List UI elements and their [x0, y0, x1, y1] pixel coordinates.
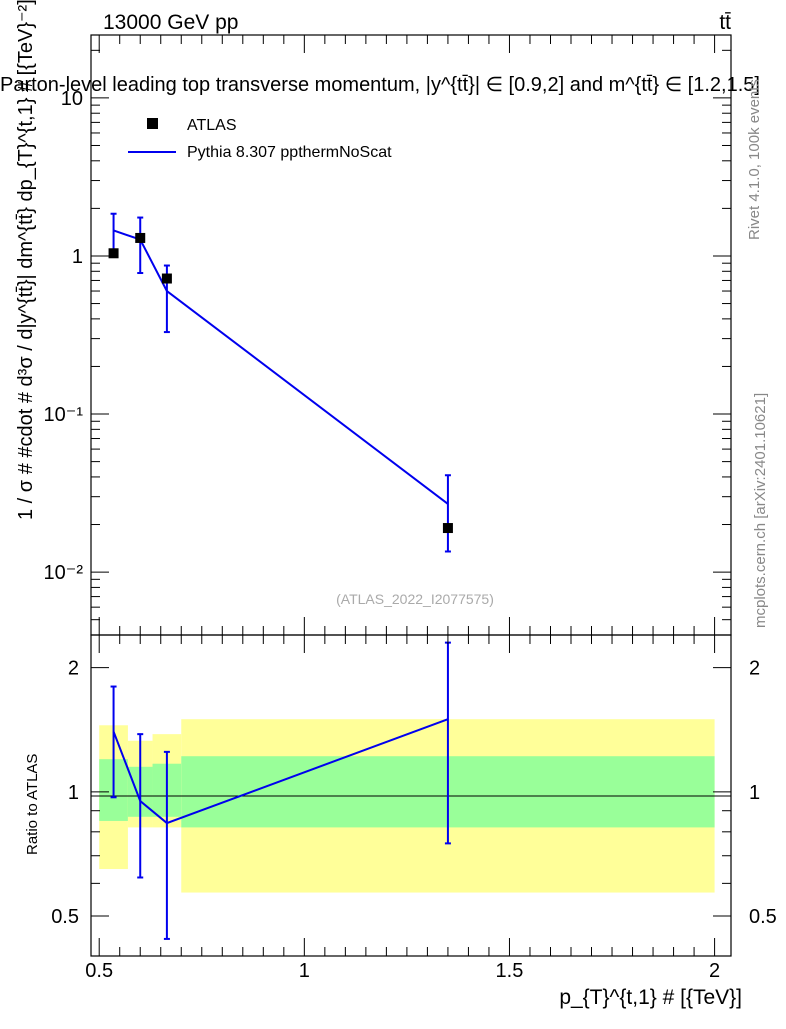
- energy-label: 13000 GeV pp: [103, 11, 238, 34]
- analysis-id: (ATLAS_2022_I2077575): [336, 591, 494, 607]
- ratio-y-tick-label-left: 2: [68, 658, 79, 680]
- legend-mc-label: Pythia 8.307 ppthermNoScat: [187, 144, 392, 161]
- rivet-label: Rivet 4.1.0, 100k events: [746, 79, 763, 240]
- x-tick-label: 2: [709, 960, 720, 982]
- plot-title: Parton-level leading top transverse mome…: [0, 74, 760, 96]
- ratio-mc-line: [112, 718, 449, 825]
- ratio-y-tick-label-right: 2: [749, 658, 760, 680]
- ratio-axis-ticks: [91, 635, 731, 957]
- legend-data-label: ATLAS: [187, 117, 237, 134]
- ratio-y-tick-label-left: 0.5: [51, 906, 79, 928]
- ratio-y-tick-labels: 2 2 1 1 0.5 0.5: [51, 658, 777, 928]
- ratio-y-tick-label-right: 1: [749, 782, 760, 804]
- ratio-panel: 2 2 1 1 0.5 0.5 0.5 1 1.5 2 Ratio to ATLAS p_{T}…: [24, 634, 777, 1009]
- data-point: [135, 232, 146, 243]
- main-y-tick-labels: 10 1 10⁻¹ 10⁻²: [44, 88, 84, 584]
- legend-data-marker: [147, 118, 158, 129]
- ratio-y-tick-label-right: 0.5: [749, 906, 777, 928]
- x-tick-label: 0.5: [85, 960, 113, 982]
- mc-series-ratio: [110, 641, 451, 940]
- x-axis-label: p_{T}^{t,1} # [{TeV}]: [559, 986, 742, 1009]
- data-series-main: [108, 232, 453, 534]
- main-axis-ticks: [91, 35, 731, 636]
- ratio-uncertainty-bands: [99, 719, 715, 893]
- y-tick-label: 10⁻²: [44, 562, 84, 584]
- mc-line: [113, 229, 449, 505]
- ratio-y-tick-label-left: 1: [68, 782, 79, 804]
- y-tick-label: 10⁻¹: [44, 404, 84, 426]
- data-point: [442, 523, 453, 534]
- x-tick-label: 1.5: [496, 960, 524, 982]
- main-y-axis-label: 1 / σ # #cdot # d³σ / d|y^{tt̄}| dm^{tt̄…: [15, 0, 37, 520]
- process-label: tt̄: [719, 11, 731, 34]
- mcplots-label: mcplots.cern.ch [arXiv:2401.10621]: [752, 393, 769, 628]
- ratio-frame: [90, 634, 732, 957]
- mc-series-main: [110, 212, 451, 553]
- y-tick-label: 1: [72, 246, 83, 268]
- data-point: [108, 248, 119, 259]
- ratio-x-tick-labels: 0.5 1 1.5 2: [85, 960, 720, 982]
- y-tick-label: 10: [61, 88, 83, 110]
- legend: ATLAS Pythia 8.307 ppthermNoScat: [128, 117, 392, 161]
- ratio-y-axis-label: Ratio to ATLAS: [24, 754, 41, 855]
- x-tick-label: 1: [299, 960, 310, 982]
- data-point: [161, 273, 172, 284]
